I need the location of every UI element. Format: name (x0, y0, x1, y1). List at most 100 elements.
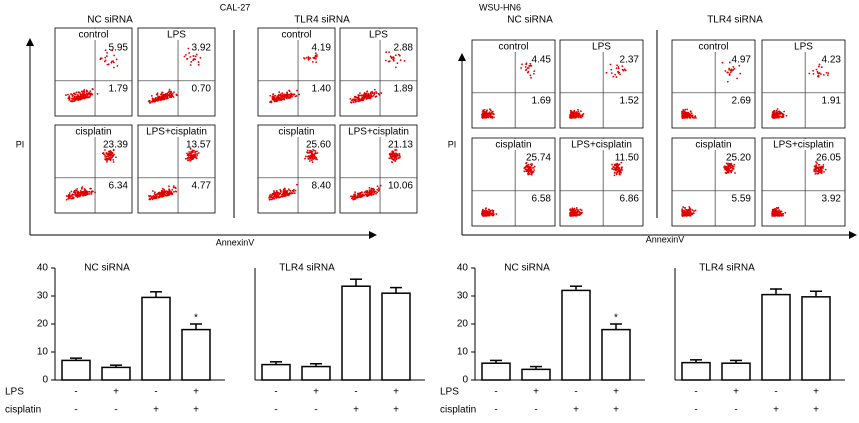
bar (482, 363, 510, 380)
cell-dot (154, 194, 156, 196)
cell-dot (782, 215, 784, 217)
cell-dot (274, 100, 276, 102)
cell-dot (778, 115, 780, 117)
cell-dot (199, 57, 201, 59)
cell-dot (285, 192, 287, 194)
cell-dot (80, 96, 82, 98)
cell-dot (72, 198, 74, 200)
cell-dot (152, 101, 154, 103)
cell-dot (827, 72, 829, 74)
cell-dot (572, 215, 574, 217)
cell-dot (495, 213, 497, 215)
cell-dot (808, 73, 810, 75)
cell-dot (186, 58, 188, 60)
cell-dot (173, 187, 175, 189)
cell-dot (361, 191, 363, 193)
cell-dot (294, 192, 296, 194)
cell-dot (74, 190, 76, 192)
bar (802, 297, 830, 380)
y-tick-label: 0 (42, 375, 48, 386)
lps-sign: + (113, 387, 119, 398)
cell-dot (577, 109, 579, 111)
cell-dot (70, 100, 72, 102)
cell-dot (155, 99, 157, 101)
cell-dot (86, 90, 88, 92)
cell-dot (188, 153, 190, 155)
bar (342, 286, 370, 380)
cell-dot (292, 192, 294, 194)
cell-dot (694, 115, 696, 117)
plot-label: control (498, 42, 528, 53)
cell-dot (116, 65, 118, 67)
cell-dot (312, 57, 314, 59)
cell-dot (526, 165, 528, 167)
cell-dot (281, 196, 283, 198)
cell-dot (619, 172, 621, 174)
cell-dot (286, 97, 288, 99)
cell-dot (113, 161, 115, 163)
cell-dot (812, 70, 814, 72)
cell-dot (482, 115, 484, 117)
cell-dot (772, 111, 774, 113)
y-tick-label: 40 (37, 263, 49, 274)
cell-dot (370, 194, 372, 196)
cell-dot (571, 207, 573, 209)
cell-dot (399, 55, 401, 57)
cell-dot (689, 117, 691, 119)
cell-dot (113, 67, 115, 69)
upper-right-percent: 23.39 (103, 140, 128, 151)
cell-dot (76, 99, 78, 101)
cell-dot (527, 173, 529, 175)
cisplatin-sign: + (773, 405, 779, 416)
cell-dot (569, 116, 571, 118)
cell-dot (168, 91, 170, 93)
cell-dot (175, 187, 177, 189)
cell-dot (358, 95, 360, 97)
cell-dot (525, 69, 527, 71)
cell-dot (88, 191, 90, 193)
cell-dot (732, 66, 734, 68)
cell-dot (731, 168, 733, 170)
cell-dot (109, 153, 111, 155)
cell-dot (378, 93, 380, 95)
cell-dot (168, 188, 170, 190)
cell-dot (577, 213, 579, 215)
cell-dot (776, 110, 778, 112)
cell-dot (813, 73, 815, 75)
cell-dot (391, 56, 393, 58)
cell-dot (784, 212, 786, 214)
cell-dot (86, 95, 88, 97)
lps-sign: - (774, 387, 777, 398)
cell-dot (73, 100, 75, 102)
cell-dot (364, 192, 366, 194)
y-tick-label: 20 (37, 319, 49, 330)
cell-dot (113, 55, 115, 57)
cell-dot (366, 90, 368, 92)
cell-dot (162, 97, 164, 99)
cell-dot (104, 156, 106, 158)
cell-dot (315, 158, 317, 160)
cell-dot (533, 73, 535, 75)
cell-dot (187, 160, 189, 162)
cell-dot (691, 116, 693, 118)
cell-dot (84, 189, 86, 191)
cisplatin-sign: - (694, 405, 697, 416)
lps-sign: + (393, 387, 399, 398)
cell-dot (168, 193, 170, 195)
cisplatin-sign: - (534, 405, 537, 416)
cell-dot (391, 158, 393, 160)
cell-dot (618, 167, 620, 169)
cell-dot (683, 212, 685, 214)
cell-dot (307, 56, 309, 58)
group-title: NC siRNA (87, 15, 133, 26)
cell-dot (351, 102, 353, 104)
cell-dot (778, 211, 780, 213)
cell-dot (83, 98, 85, 100)
cell-dot (783, 111, 785, 113)
cell-dot (161, 96, 163, 98)
plot-label: control (78, 30, 108, 41)
cell-dot (376, 92, 378, 94)
upper-right-percent: 2.88 (394, 43, 414, 54)
cell-dot (163, 95, 165, 97)
